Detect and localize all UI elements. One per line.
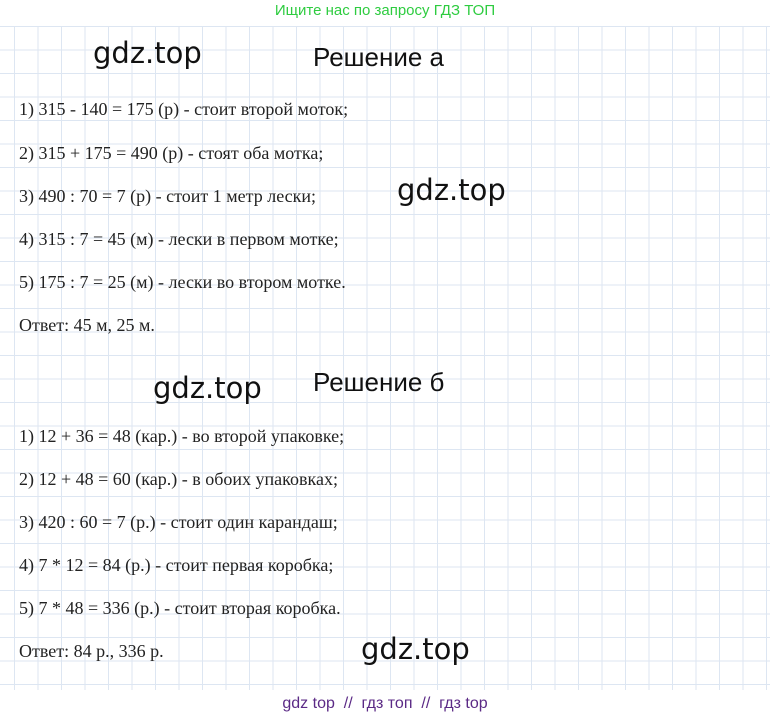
part-a-answer: Ответ: 45 м, 25 м. — [19, 315, 155, 335]
part-a-line: 5) 175 : 7 = 25 (м) - лески во втором мо… — [19, 272, 346, 292]
part-b-line: 4) 7 * 12 = 84 (р.) - стоит первая короб… — [19, 555, 334, 575]
watermark: gdz.top — [93, 36, 202, 70]
footer-text: gdz top // гдз топ // гдз top — [282, 695, 488, 712]
grid-background — [0, 26, 770, 690]
footer: gdz top // гдз топ // гдз top — [0, 695, 770, 713]
part-a-title: Решение а — [313, 42, 445, 72]
part-b-line: 1) 12 + 36 = 48 (кар.) - во второй упако… — [19, 426, 345, 446]
watermark: gdz.top — [397, 173, 506, 207]
part-a-line: 1) 315 - 140 = 175 (р) - стоит второй мо… — [19, 99, 349, 119]
top-banner: Ищите нас по запросу ГДЗ ТОП — [274, 2, 496, 19]
part-b-title: Решение б — [313, 367, 445, 397]
watermark: gdz.top — [153, 371, 262, 405]
part-b-line: 2) 12 + 48 = 60 (кар.) - в обоих упаковк… — [19, 469, 338, 489]
part-b-line: 3) 420 : 60 = 7 (р.) - стоит один каранд… — [19, 512, 338, 532]
part-b-answer: Ответ: 84 р., 336 р. — [19, 641, 164, 661]
part-b-line: 5) 7 * 48 = 336 (р.) - стоит вторая коро… — [19, 598, 341, 618]
part-a-line: 3) 490 : 70 = 7 (р) - стоит 1 метр лески… — [19, 186, 316, 206]
part-a-line: 2) 315 + 175 = 490 (р) - стоят оба мотка… — [19, 143, 324, 163]
part-a-line: 4) 315 : 7 = 45 (м) - лески в первом мот… — [19, 229, 339, 249]
watermark: gdz.top — [361, 632, 470, 666]
